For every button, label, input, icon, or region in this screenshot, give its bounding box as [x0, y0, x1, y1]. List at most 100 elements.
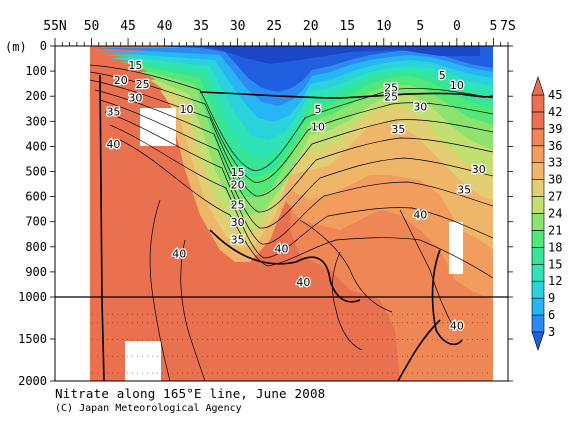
sample-dot — [272, 313, 273, 315]
sample-dot — [302, 322, 303, 324]
sample-dot — [457, 313, 458, 315]
y-tick-label: 1500 — [18, 332, 47, 346]
sample-dot — [327, 355, 328, 357]
contour-label: 35 — [391, 123, 405, 136]
sample-dot — [472, 313, 473, 315]
sample-dot — [427, 372, 428, 374]
colorbar-label: 6 — [548, 308, 555, 322]
sample-dot — [262, 313, 263, 315]
sample-dot — [322, 339, 323, 340]
sample-dot — [487, 339, 488, 340]
sample-dot — [237, 313, 238, 315]
y-tick-label: 2000 — [18, 374, 47, 388]
sample-dot — [112, 339, 113, 340]
sample-dot — [112, 355, 113, 357]
sample-dot — [327, 372, 328, 374]
sample-dot — [242, 322, 243, 324]
sample-dot — [257, 313, 258, 315]
sample-dot — [297, 355, 298, 357]
sample-dot — [177, 372, 178, 374]
colorbar-segment — [531, 213, 545, 231]
sample-dot — [287, 339, 288, 340]
sample-dot — [242, 313, 243, 315]
sample-dot — [292, 339, 293, 340]
sample-dot — [187, 313, 188, 315]
sample-dot — [117, 313, 118, 315]
sample-dot — [417, 355, 418, 357]
sample-dot — [142, 313, 143, 315]
sample-dot — [467, 355, 468, 357]
sample-dot — [267, 372, 268, 374]
sample-dot — [307, 355, 308, 357]
sample-dot — [277, 372, 278, 374]
sample-dot — [382, 355, 383, 357]
sample-dot — [217, 372, 218, 374]
sample-dot — [162, 339, 163, 340]
sample-dot — [197, 313, 198, 315]
sample-dot — [437, 322, 438, 324]
sample-dot — [467, 372, 468, 374]
sample-dot — [202, 339, 203, 340]
sample-dot — [322, 313, 323, 315]
sample-dot — [327, 313, 328, 315]
sample-dot — [432, 355, 433, 357]
sample-dot — [347, 372, 348, 374]
sample-dot — [377, 372, 378, 374]
sample-dot — [292, 355, 293, 357]
contour-label: 30 — [413, 100, 427, 113]
colorbar-segment — [531, 94, 545, 113]
sample-dot — [92, 355, 93, 357]
sample-dot — [257, 372, 258, 374]
sample-dot — [347, 313, 348, 315]
sample-dot — [402, 372, 403, 374]
sample-dot — [182, 339, 183, 340]
sample-dot — [117, 322, 118, 324]
sample-dot — [452, 313, 453, 315]
sample-dot — [307, 372, 308, 374]
sample-dot — [247, 339, 248, 340]
sample-dot — [412, 313, 413, 315]
sample-dot — [472, 322, 473, 324]
sample-dot — [327, 339, 328, 340]
sample-dot — [367, 313, 368, 315]
band-0 — [200, 46, 480, 64]
sample-dot — [302, 313, 303, 315]
sample-dot — [252, 372, 253, 374]
sample-dot — [427, 313, 428, 315]
sample-dot — [442, 372, 443, 374]
sample-dot — [112, 322, 113, 324]
sample-dot — [167, 313, 168, 315]
sample-dot — [122, 355, 123, 357]
x-tick-label: 55N — [43, 19, 66, 34]
contour-line — [109, 124, 494, 259]
colorbar-segment — [531, 162, 545, 180]
colorbar-segment — [531, 230, 545, 248]
sample-dot — [222, 313, 223, 315]
sample-dot — [467, 322, 468, 324]
sample-dot — [92, 372, 93, 374]
sample-dot — [397, 339, 398, 340]
sample-dot — [132, 372, 133, 374]
sample-dot — [137, 313, 138, 315]
sample-dot — [207, 339, 208, 340]
sample-dot — [92, 339, 93, 340]
sample-dot — [292, 322, 293, 324]
sample-dot — [292, 313, 293, 315]
sample-dot — [337, 313, 338, 315]
sample-dot — [227, 355, 228, 357]
contour-label: 30 — [128, 92, 142, 105]
sample-dot — [392, 355, 393, 357]
sample-dot — [392, 372, 393, 374]
sample-dot — [167, 322, 168, 324]
y-tick-label: 800 — [25, 240, 47, 254]
sample-dot — [132, 313, 133, 315]
sample-dot — [172, 372, 173, 374]
sample-dot — [102, 355, 103, 357]
sample-dot — [382, 339, 383, 340]
sample-dot — [217, 322, 218, 324]
sample-dot — [477, 339, 478, 340]
sample-dot — [167, 355, 168, 357]
sample-dot — [97, 355, 98, 357]
contour-label: 10 — [311, 121, 325, 134]
axis-ticks — [50, 38, 513, 382]
